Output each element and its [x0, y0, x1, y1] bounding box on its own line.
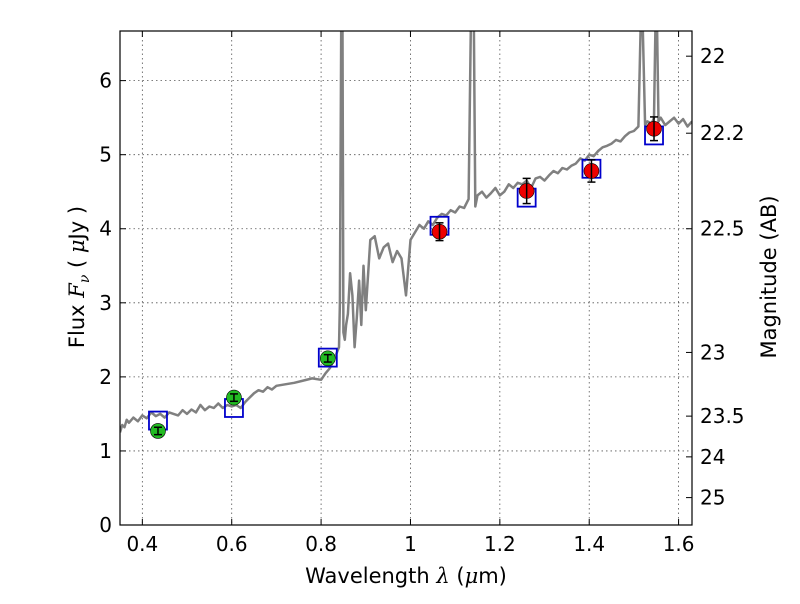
right-tick-label: 25 — [700, 486, 725, 510]
model-box-marker — [317, 347, 338, 368]
x-tick-label: 1.6 — [663, 532, 695, 556]
data-markers — [148, 116, 664, 439]
right-tick-label: 23.5 — [700, 404, 745, 428]
y-axis-label: Flux Fν ( μJy ) — [65, 206, 93, 348]
right-tick-label: 23 — [700, 340, 725, 364]
y-tick-label: 6 — [99, 69, 112, 93]
y-tick-label: 2 — [99, 365, 112, 389]
x-tick-label: 0.4 — [126, 532, 158, 556]
sed-line-layer — [120, 31, 692, 433]
plot-frame — [119, 30, 693, 526]
right-tick-label: 22 — [700, 44, 725, 68]
x-tick-label: 1.2 — [484, 532, 516, 556]
grid-lines — [120, 31, 692, 526]
right-tick-label: 24 — [700, 445, 725, 469]
sed-line — [120, 31, 692, 433]
y-tick-label: 0 — [99, 513, 112, 537]
y-tick-label: 4 — [99, 217, 112, 241]
x-tick-label: 1 — [404, 532, 417, 556]
y-tick-label: 1 — [99, 439, 112, 463]
x-axis-label: Wavelength λ (μm) — [305, 564, 507, 588]
right-axis-label: Magnitude (AB) — [757, 195, 781, 358]
right-tick-label: 22.2 — [700, 121, 745, 145]
axis-ticks: 0.4 0.6 0.8 1 1.2 1.4 1.601234562222.222.52323… — [99, 31, 745, 556]
x-tick-label: 0.6 — [216, 532, 248, 556]
right-tick-label: 22.5 — [700, 217, 745, 241]
y-tick-label: 5 — [99, 143, 112, 167]
x-tick-label: 1.4 — [573, 532, 605, 556]
y-tick-label: 3 — [99, 291, 112, 315]
x-tick-label: 0.8 — [305, 532, 337, 556]
